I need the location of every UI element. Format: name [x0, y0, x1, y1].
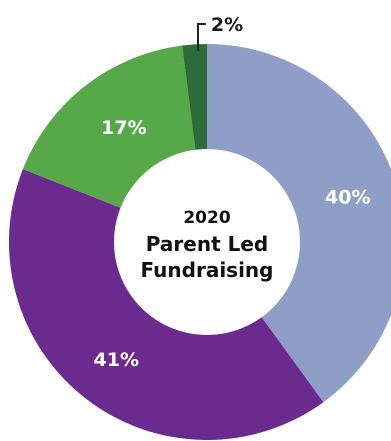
slice-label-41pct: 41%: [94, 349, 139, 371]
slice-40pct: [207, 44, 391, 403]
slice-label-2pct: 2%: [211, 14, 243, 36]
slice-labels: 40% 41% 17% 2%: [94, 14, 371, 371]
center-title-line1: Parent Led: [146, 232, 268, 256]
slice-label-17pct: 17%: [101, 117, 146, 139]
center-year: 2020: [183, 208, 230, 228]
slice-label-40pct: 40%: [325, 186, 370, 208]
leader-line-2pct: [197, 23, 206, 51]
donut-center-hole: [114, 149, 300, 335]
center-title-line2: Fundraising: [141, 258, 274, 282]
